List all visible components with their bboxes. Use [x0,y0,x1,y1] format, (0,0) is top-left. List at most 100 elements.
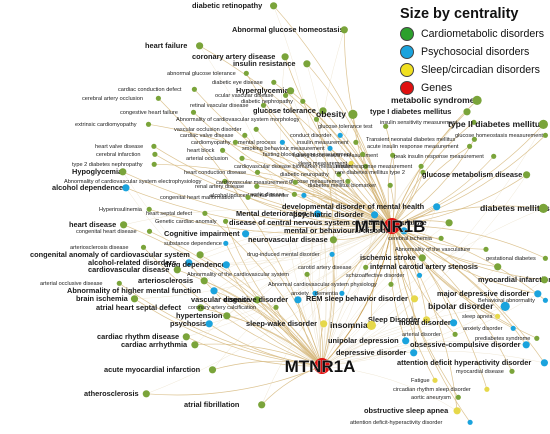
node-dot-type-i-diabetes-mellitus [463,108,471,116]
node-label-alcohol-dependence: alcohol dependence [52,183,123,192]
node-label-congenital-anomaly-of-cardiovascular-system: congenital anomaly of cardiovascular sys… [30,250,190,259]
node-layer: diabetic retinopathy Abnormal glucose hom… [30,1,550,426]
node-label-sleep-disorder: Sleep Disorder [368,315,420,324]
edge-major-depressive-disorder-b [391,225,538,295]
node-dot-arterial-occlusion [239,155,245,161]
edge-attention-deficit-hyperactivity-disorder-b [391,225,545,363]
node-label-aortic-disease: aortic disease [250,192,285,198]
edge-type-ii-diabetes-mellitus-a [321,124,544,367]
edge-atrial-heart-septal-defect-b [200,225,393,308]
node-label-insomnia: insomnia [330,320,368,330]
node-dot-vascular-disease [253,296,261,304]
node-dot-congenital-heart-disease [146,228,153,234]
node-dot-heart-block [220,147,226,153]
node-dot-aortic-aneurysm [455,394,461,400]
edge-abnormality-of-the-cardiovascular-system-a [306,274,323,367]
node-label-disease-of-central-nervous-system-or-retinal-vasculature: disease of central nervous system or ret… [229,218,427,227]
node-label-conduct-disorder: conduct disorder [290,133,331,139]
node-dot-mental-or-behavioural-disorder [400,227,408,235]
node-label-gestational-diabetes: gestational diabetes [486,256,536,262]
node-label-coronary-artery-calcification: coronary artery calcification [188,305,256,311]
node-dot-disease-of-central-nervous-system-or-retinal-vasculature [445,219,453,227]
edge-acute-insulin-response-measurement-b [391,146,470,227]
node-label-schizoaffective-disorder: schizoaffective disorder [346,273,404,279]
edge-heart-disease-b [123,209,393,227]
node-dot-acute-insulin-response-measurement [467,143,473,149]
node-dot-brain-ischemia [130,295,139,303]
node-label-ischemic-stroke: ischemic stroke [360,253,416,262]
node-dot-abnormality-of-the-cardiovascular-system [304,271,310,277]
edge-diabetic-retinopathy-a [273,5,327,367]
edge-heart-disease-a [123,224,323,367]
node-label-congenital-heart-malformation: congenital heart malformation [160,195,234,201]
legend-title: Size by centrality [400,6,519,22]
node-dot-insulin-measurement [353,139,359,145]
edge-drug-dependence-b [226,225,393,266]
node-label-brain-ischemia: brain ischemia [76,294,129,303]
node-label-diabetic-nephropathy: diabetic nephropathy [241,99,293,105]
edge-anxiety-disorder-b [391,225,514,329]
node-label-atrial-heart-septal-defect: atrial heart septal defect [96,303,182,312]
node-dot-glucose-tolerance-test [383,123,389,129]
node-dot-mental-deterioration [314,210,322,218]
node-dot-retinal-vascular-disease [260,102,267,108]
node-dot-diabetes-mellitus [538,203,549,213]
node-dot-cardiac-conduction-defect [191,86,197,92]
node-label-cardiac-arrhythmia: cardiac arrhythmia [121,340,188,349]
node-dot-renal-artery-disease [254,183,260,189]
node-dot-hyperinsulinemia [146,206,152,212]
legend-swatch-cardiometabolic [400,27,414,41]
node-dot-attention-deficit-hyperactivity-disorder [540,359,549,367]
node-dot-carotid-artery-disease [363,264,369,270]
node-dot-transient-neonatal-diabetes-mellitus [471,136,477,142]
node-dot-cerebral-infarction [152,151,158,157]
edge-conduct-disorder-b [339,135,393,227]
node-label-obesity: obesity [316,109,346,119]
legend-label-genes: Genes [421,82,453,94]
edge-obesity-b [352,114,393,227]
node-label-cardiovascular-disease-biomarker-measurement: cardiovascular disease biomarker measure… [234,164,354,170]
node-dot-aortic-disease [291,191,297,197]
node-dot-extrinsic-cardiomyopathy [145,121,152,127]
node-dot-diabetic-neuropathy [336,171,342,177]
edge-atherosclerosis-a [146,365,323,396]
node-dot-sleep-apnea [495,313,501,319]
node-dot-abnormal-glucose-tolerance [243,70,249,76]
edge-coronary-artery-disease-a [280,56,323,367]
edge-acute-myocardial-infarction-a [212,360,323,371]
edge-cardiovascular-disease-b [177,225,393,271]
node-dot-cardiovascular-measurement [292,179,298,185]
edge-cardiac-rhythm-disease-a [186,336,323,367]
edge-extrinsic-cardiomyopathy-b [148,123,393,227]
node-dot-glucose-homeostasis-measurement [542,132,549,138]
node-label-bipolar-disorder: bipolar disorder [428,301,494,311]
node-label-neurovascular-disease: neurovascular disease [248,235,328,244]
node-label-carotid-artery-disease: carotid artery disease [298,265,351,271]
legend-label-psychosocial: Psychosocial disorders [421,46,530,58]
edge-diabetes-mellitus-b [391,205,544,227]
node-label-acute-myocardial-infarction: acute myocardial infarction [104,365,201,374]
edge-depressive-disorder-b [391,225,415,353]
node-dot-hyperglycemia [287,87,295,95]
node-label-anxiety-disorder: anxiety disorder [463,326,503,332]
node-label-sleep-apnea: sleep apnea [462,314,493,320]
node-dot-abnormality-of-higher-mental-function [210,287,218,295]
node-label-abnormality-of-higher-mental-function: Abnormality of higher mental function [67,286,201,295]
node-label-mood-disorder: mood disorder [399,318,451,327]
edge-obstructive-sleep-apnea-b [391,225,458,411]
legend-item-psychosocial: Psychosocial disorders [400,43,548,61]
node-label-heart-block: heart block [187,148,215,154]
edge-cardiac-rhythm-disease-b [186,225,393,338]
node-dot-prediabetes-syndrome [534,335,540,341]
edge-unipolar-depression-a [321,340,406,367]
gene-label-mtnr1a: MTNR1A [285,357,356,376]
node-dot-cardiac-valve-disease [242,132,248,138]
node-label-arteriosclerosis: arteriosclerosis [138,276,193,285]
edge-drug-induced-mental-disorder-a [321,254,336,367]
node-label-abnormality-of-the-cardiovascular-system: Abnormality of the cardiovascular system [187,272,289,278]
node-dot-unipolar-depression [402,337,410,345]
node-label-rem-sleep-behavior-disorder: REM sleep behavior disorder [306,294,408,303]
node-label-abnormality-of-cardiovascular-system-electrophysiology: Abnormality of cardiovascular system ele… [64,179,202,185]
node-dot-glucose-measurement [345,178,351,184]
node-dot-internal-carotid-artery-stenosis [494,263,502,271]
